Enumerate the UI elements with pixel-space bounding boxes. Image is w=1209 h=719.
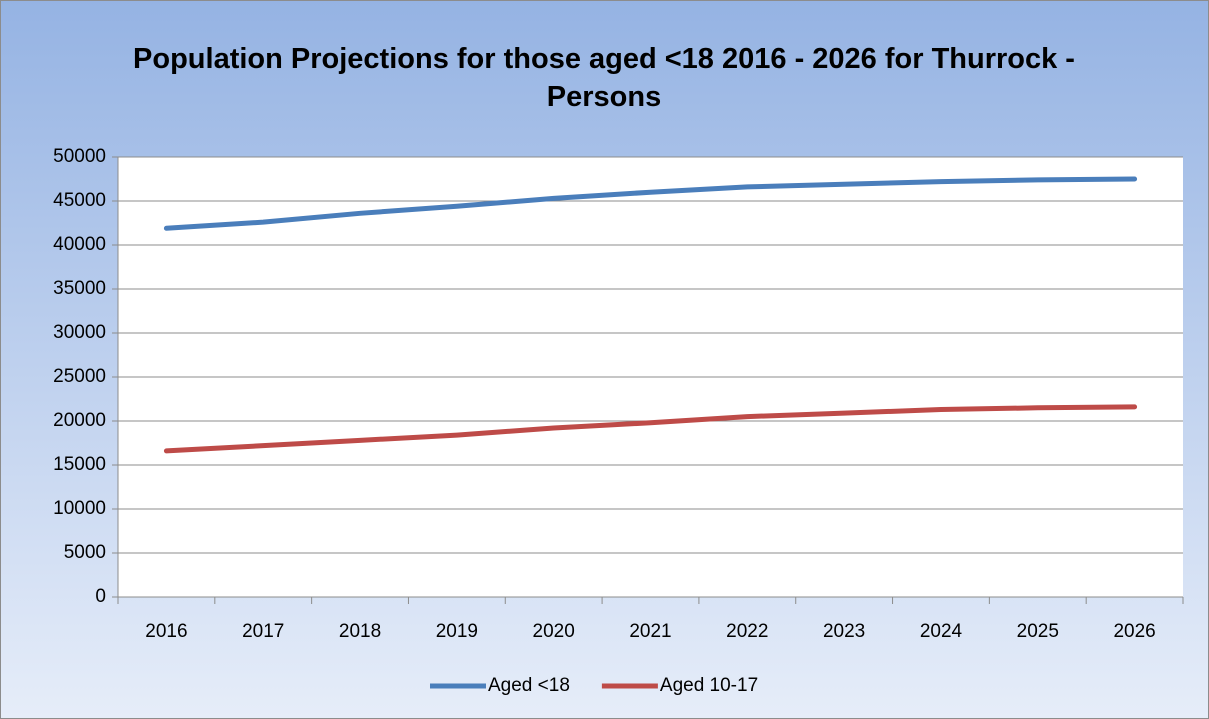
x-tick-label: 2019 xyxy=(436,621,478,642)
x-tick-label: 2017 xyxy=(242,621,284,642)
legend-label: Aged <18 xyxy=(488,675,570,696)
y-tick-label: 25000 xyxy=(53,366,106,387)
x-tick-label: 2016 xyxy=(145,621,187,642)
series-line xyxy=(163,404,1138,454)
x-tick-label: 2020 xyxy=(533,621,575,642)
legend-label: Aged 10-17 xyxy=(660,675,758,696)
chart-title: Population Projections for those aged <1… xyxy=(133,43,1075,113)
y-tick-label: 30000 xyxy=(53,322,106,343)
x-tick-label: 2024 xyxy=(920,621,963,642)
x-tick-label: 2026 xyxy=(1113,621,1155,642)
y-tick-label: 50000 xyxy=(53,146,106,167)
y-tick-label: 5000 xyxy=(64,542,106,563)
y-tick-label: 35000 xyxy=(53,278,106,299)
x-tick-label: 2021 xyxy=(629,621,671,642)
y-tick-label: 15000 xyxy=(53,454,106,475)
series-line xyxy=(163,176,1138,231)
x-tick-label: 2022 xyxy=(726,621,768,642)
y-tick-label: 40000 xyxy=(53,234,106,255)
x-tick-label: 2025 xyxy=(1017,621,1059,642)
y-tick-label: 10000 xyxy=(53,498,106,519)
y-tick-label: 0 xyxy=(95,586,106,607)
x-tick-label: 2023 xyxy=(823,621,865,642)
y-tick-label: 45000 xyxy=(53,190,106,211)
x-tick-label: 2018 xyxy=(339,621,381,642)
y-tick-label: 20000 xyxy=(53,410,106,431)
